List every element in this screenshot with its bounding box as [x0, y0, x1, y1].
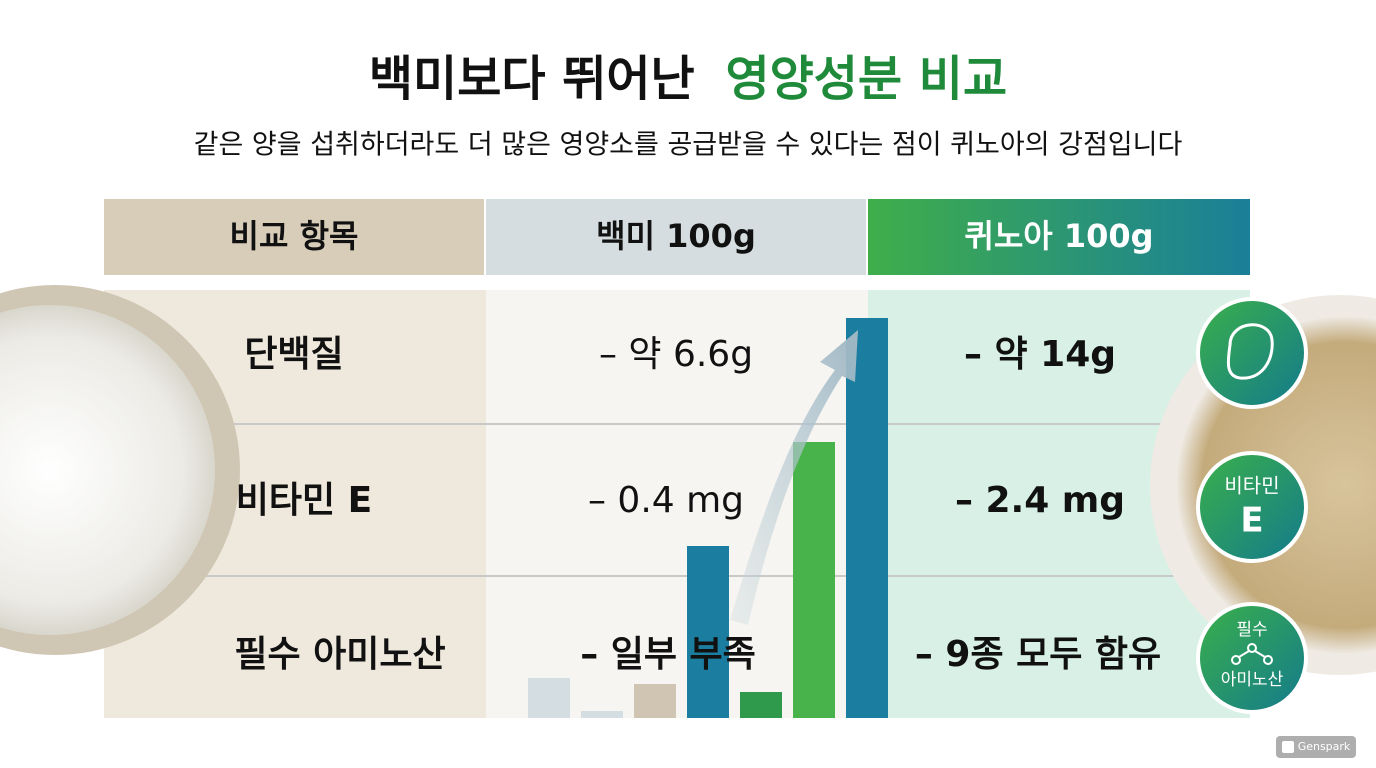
watermark-bg — [1276, 736, 1356, 758]
subtitle: 같은 양을 섭취하더라도 더 많은 영양소를 공급받을 수 있다는 점이 퀴노아… — [194, 130, 1183, 161]
row-label: 비타민 E — [236, 480, 373, 521]
header-cell — [104, 199, 484, 275]
deco-bar — [528, 678, 570, 718]
badge-text: 비타민 — [1224, 474, 1279, 498]
deco-bar — [634, 684, 676, 718]
rice — [0, 305, 215, 635]
badge-text: E — [1240, 501, 1263, 541]
cell: – 약 6.6g — [599, 334, 753, 375]
title-plain: 백미보다 뛰어난 — [369, 51, 695, 107]
header-cell — [486, 199, 866, 275]
deco-bar — [740, 692, 782, 718]
row-label: 단백질 — [244, 334, 343, 375]
deco-bar — [581, 711, 623, 718]
title-accent: 영양성분 비교 — [725, 51, 1007, 107]
cell: – 일부 부족 — [580, 634, 756, 675]
amino-badge: 필수 아미노산 — [1196, 602, 1308, 714]
cell: – 약 14g — [964, 334, 1116, 375]
header-cell — [868, 199, 1250, 275]
cell: – 9종 모두 함유 — [915, 634, 1161, 675]
deco-bar — [687, 546, 729, 718]
badge-text: 필수 — [1236, 620, 1267, 640]
column-header: 비교 항목 — [230, 217, 359, 255]
column-header: 퀴노아 100g — [964, 217, 1153, 255]
watermark-icon — [1282, 741, 1294, 753]
row-label: 필수 아미노산 — [234, 634, 445, 675]
watermark: Genspark — [1298, 740, 1351, 753]
badge-text: 아미노산 — [1221, 670, 1284, 690]
deco-bar — [793, 442, 835, 718]
protein-badge — [1196, 297, 1308, 409]
title: 백미보다 뛰어난 영양성분 비교 — [369, 51, 1007, 107]
cell: – 0.4 mg — [588, 480, 744, 521]
deco-arrow — [730, 330, 858, 625]
deco-bar — [846, 318, 888, 718]
column-header: 백미 100g — [596, 217, 756, 255]
cell: – 2.4 mg — [955, 480, 1125, 521]
vitamin-badge: 비타민 E — [1196, 451, 1308, 563]
